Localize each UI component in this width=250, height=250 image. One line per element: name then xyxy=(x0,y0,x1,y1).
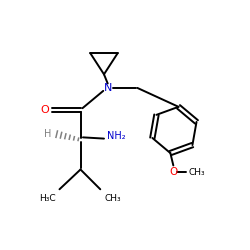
Text: NH₂: NH₂ xyxy=(106,131,125,141)
Text: CH₃: CH₃ xyxy=(188,168,205,177)
Text: O: O xyxy=(169,167,177,177)
Text: O: O xyxy=(41,105,50,115)
Text: N: N xyxy=(104,83,112,93)
Text: H: H xyxy=(44,129,51,139)
Text: H₃C: H₃C xyxy=(40,194,56,203)
Text: CH₃: CH₃ xyxy=(104,194,121,203)
